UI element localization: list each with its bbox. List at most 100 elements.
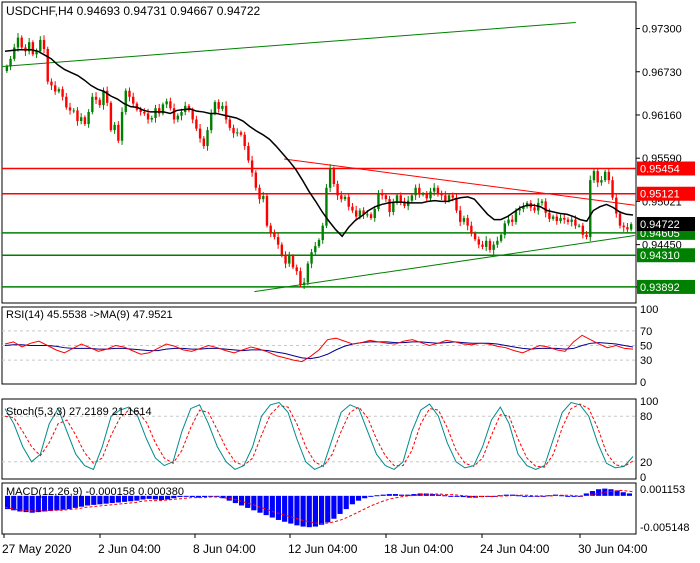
candle-body <box>53 85 57 92</box>
macd-histogram-bar <box>411 494 417 496</box>
candle-body <box>351 206 354 211</box>
candle-body <box>388 199 391 213</box>
candle-body <box>473 233 477 240</box>
candle-body <box>9 58 12 67</box>
trendline <box>284 158 635 206</box>
macd-histogram-bar <box>429 494 435 496</box>
candle-body <box>499 234 503 241</box>
stoch-label: Stoch(5,3,3) 27.2189 21.1614 <box>6 406 152 418</box>
candle-body <box>65 96 68 108</box>
candle-body <box>343 196 347 200</box>
candle-body <box>258 187 261 200</box>
candle-body <box>399 195 402 202</box>
candle-body <box>105 90 109 103</box>
macd-histogram-bar <box>54 495 60 511</box>
candle-body <box>380 193 384 196</box>
macd-histogram-bar <box>238 495 245 506</box>
candle-body <box>250 160 254 173</box>
candle-body <box>154 108 157 119</box>
candle-body <box>276 237 280 245</box>
candle-body <box>470 225 473 234</box>
candle-body <box>607 171 611 181</box>
macd-histogram-bar <box>78 495 85 507</box>
macd-histogram-bar <box>165 495 171 500</box>
indicator-tick-label: 100 <box>640 304 658 316</box>
macd-histogram-bar <box>183 495 189 497</box>
macd-histogram-bar <box>454 495 460 497</box>
macd-histogram-bar <box>374 495 380 497</box>
candle-body <box>466 218 469 226</box>
candle-body <box>269 225 272 234</box>
macd-histogram-bar <box>23 495 29 513</box>
candle-body <box>447 195 451 201</box>
candle-body <box>328 168 332 188</box>
candle-body <box>213 102 217 114</box>
macd-histogram-bar <box>368 495 374 497</box>
candle-body <box>418 187 421 195</box>
candle-body <box>555 216 559 222</box>
candle-body <box>262 196 265 200</box>
candle-body <box>57 89 61 92</box>
macd-histogram-bar <box>171 495 177 499</box>
candle-body <box>455 197 458 211</box>
symbol-quote-line: USDCHF,H4 0.94693 0.94731 0.94667 0.9472… <box>6 4 261 18</box>
candle-body <box>436 187 440 194</box>
trendline <box>1 21 576 67</box>
macd-histogram-bar <box>331 495 337 519</box>
macd-histogram-bar <box>275 495 282 520</box>
stoch-signal-line <box>4 403 634 468</box>
candle-body <box>507 219 510 224</box>
candle-body <box>559 218 562 222</box>
candle-body <box>503 223 506 235</box>
candle-body <box>340 195 343 200</box>
candle-body <box>16 37 20 48</box>
candle-body <box>113 124 116 131</box>
candle-body <box>603 171 607 181</box>
candle-body <box>288 255 291 264</box>
stoch-main-line <box>4 401 634 471</box>
candle-body <box>615 197 618 214</box>
candle-body <box>544 201 547 213</box>
current-price-box <box>637 216 695 231</box>
candle-body <box>451 195 454 198</box>
candle-body <box>492 244 495 250</box>
stoch-panel-frame <box>1 398 637 480</box>
macd-histogram-bar <box>312 495 318 527</box>
macd-histogram-bar <box>177 495 183 498</box>
candle-body <box>265 196 269 226</box>
macd-histogram-bar <box>202 495 208 498</box>
macd-histogram-bar <box>528 495 534 497</box>
candle-body <box>280 244 284 255</box>
candle-body <box>321 225 324 241</box>
candle-body <box>210 113 213 131</box>
macd-histogram-bar <box>294 495 300 526</box>
macd-histogram-bar <box>17 495 23 512</box>
rsi-line <box>4 334 634 363</box>
macd-histogram-bar <box>386 494 392 496</box>
candle-body <box>618 213 622 226</box>
price-tick-label: 0.97300 <box>642 24 682 36</box>
indicator-tick-label: 70 <box>640 326 652 338</box>
macd-histogram-bar <box>128 495 134 502</box>
candle-body <box>403 201 406 206</box>
time-tick-label: 30 Jun 04:00 <box>578 542 648 556</box>
candle-body <box>198 128 202 139</box>
candle-body <box>206 130 209 147</box>
level-label-box <box>637 186 695 201</box>
candle-body <box>626 227 629 230</box>
candle-body <box>39 39 42 52</box>
macd-histogram-bar <box>596 489 602 496</box>
macd-histogram-bar <box>263 495 269 516</box>
candle-body <box>414 187 417 196</box>
candle-body <box>440 193 443 196</box>
macd-histogram-bar <box>466 495 472 498</box>
candle-body <box>117 124 120 141</box>
candle-body <box>358 210 362 217</box>
candle-body <box>392 202 395 213</box>
candle-body <box>551 216 555 219</box>
candle-body <box>239 132 243 135</box>
macd-histogram-bar <box>614 490 620 496</box>
macd-histogram-bar <box>620 492 626 496</box>
candle-body <box>161 104 165 114</box>
candle-body <box>132 96 135 104</box>
